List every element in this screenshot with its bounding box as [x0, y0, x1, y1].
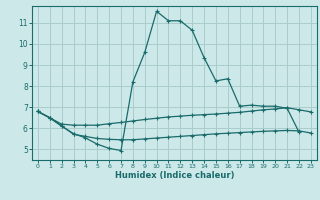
- X-axis label: Humidex (Indice chaleur): Humidex (Indice chaleur): [115, 171, 234, 180]
